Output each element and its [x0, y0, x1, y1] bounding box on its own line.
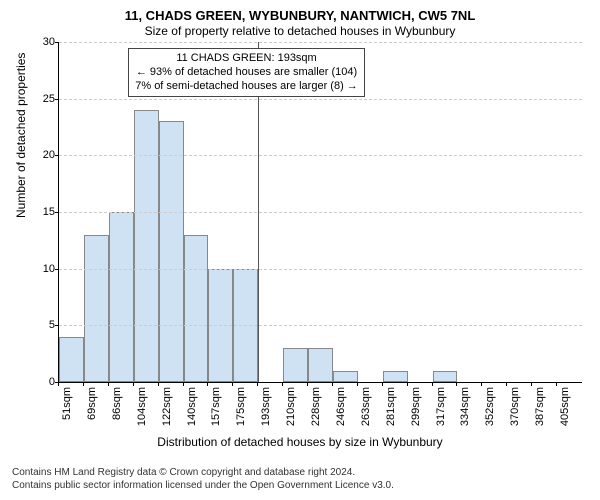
annotation-line1: 11 CHADS GREEN: 193sqm — [135, 52, 358, 66]
x-tick-mark — [232, 382, 233, 386]
grid-line — [59, 155, 582, 156]
histogram-bar — [134, 110, 159, 382]
x-tick-mark — [332, 382, 333, 386]
histogram-bar — [184, 235, 209, 382]
x-tick-label: 69sqm — [86, 387, 98, 420]
y-tick-label: 10 — [31, 263, 55, 275]
x-tick-label: 405sqm — [559, 387, 571, 426]
x-tick-label: 51sqm — [61, 387, 73, 420]
x-tick-label: 210sqm — [285, 387, 297, 426]
x-tick-label: 281sqm — [385, 387, 397, 426]
x-tick-mark — [58, 382, 59, 386]
histogram-bar — [333, 371, 358, 382]
annotation-line3: 7% of semi-detached houses are larger (8… — [135, 80, 358, 94]
x-tick-label: 334sqm — [459, 387, 471, 426]
plot-area: 11 CHADS GREEN: 193sqm ← 93% of detached… — [58, 42, 582, 383]
y-tick-mark — [55, 42, 59, 43]
y-tick-label: 20 — [31, 149, 55, 161]
annotation-box: 11 CHADS GREEN: 193sqm ← 93% of detached… — [128, 48, 365, 97]
x-tick-label: 228sqm — [310, 387, 322, 426]
x-tick-mark — [357, 382, 358, 386]
histogram-bar — [109, 212, 134, 382]
grid-line — [59, 325, 582, 326]
y-tick-mark — [55, 269, 59, 270]
y-tick-label: 5 — [31, 319, 55, 331]
x-tick-label: 352sqm — [484, 387, 496, 426]
y-tick-label: 25 — [31, 93, 55, 105]
y-tick-mark — [55, 325, 59, 326]
annotation-line2: ← 93% of detached houses are smaller (10… — [135, 66, 358, 80]
x-tick-label: 299sqm — [410, 387, 422, 426]
x-tick-label: 104sqm — [136, 387, 148, 426]
x-tick-mark — [481, 382, 482, 386]
grid-line — [59, 99, 582, 100]
x-tick-label: 263sqm — [360, 387, 372, 426]
x-tick-label: 387sqm — [534, 387, 546, 426]
x-tick-mark — [531, 382, 532, 386]
y-tick-label: 0 — [31, 376, 55, 388]
x-ticks-group: 51sqm 69sqm 86sqm 104sqm 122sqm 140sqm 157sqm 1… — [58, 383, 582, 433]
x-tick-mark — [506, 382, 507, 386]
y-tick-label: 15 — [31, 206, 55, 218]
x-tick-mark — [257, 382, 258, 386]
x-tick-label: 175sqm — [235, 387, 247, 426]
x-tick-label: 370sqm — [509, 387, 521, 426]
grid-line — [59, 212, 582, 213]
y-tick-label: 30 — [31, 36, 55, 48]
x-tick-mark — [432, 382, 433, 386]
x-tick-label: 157sqm — [210, 387, 222, 426]
footer-line2: Contains public sector information licen… — [12, 480, 394, 493]
y-axis-label: Number of detached properties — [14, 53, 28, 218]
x-tick-mark — [556, 382, 557, 386]
chart-title-main: 11, CHADS GREEN, WYBUNBURY, NANTWICH, CW… — [8, 8, 592, 23]
y-tick-mark — [55, 212, 59, 213]
grid-line — [59, 269, 582, 270]
histogram-bar — [84, 235, 109, 382]
y-tick-mark — [55, 155, 59, 156]
x-tick-label: 122sqm — [161, 387, 173, 426]
x-tick-label: 140sqm — [186, 387, 198, 426]
x-tick-mark — [133, 382, 134, 386]
x-tick-label: 193sqm — [260, 387, 272, 426]
histogram-bar — [308, 348, 333, 382]
grid-line — [59, 42, 582, 43]
x-tick-mark — [407, 382, 408, 386]
histogram-bar — [433, 371, 458, 382]
footer-text: Contains HM Land Registry data © Crown c… — [12, 467, 394, 492]
y-tick-mark — [55, 99, 59, 100]
chart-root: 11, CHADS GREEN, WYBUNBURY, NANTWICH, CW… — [8, 8, 592, 492]
x-tick-label: 246sqm — [335, 387, 347, 426]
x-axis-label: Distribution of detached houses by size … — [8, 435, 592, 449]
x-tick-mark — [307, 382, 308, 386]
histogram-bar — [59, 337, 84, 382]
x-tick-mark — [282, 382, 283, 386]
histogram-bar — [383, 371, 408, 382]
x-tick-mark — [83, 382, 84, 386]
x-tick-mark — [183, 382, 184, 386]
x-tick-mark — [207, 382, 208, 386]
chart-title-sub: Size of property relative to detached ho… — [8, 24, 592, 38]
x-tick-label: 317sqm — [435, 387, 447, 426]
footer-line1: Contains HM Land Registry data © Crown c… — [12, 467, 394, 480]
x-tick-mark — [382, 382, 383, 386]
x-tick-label: 86sqm — [111, 387, 123, 420]
x-tick-mark — [108, 382, 109, 386]
x-tick-mark — [158, 382, 159, 386]
histogram-bar — [159, 121, 184, 382]
x-tick-mark — [456, 382, 457, 386]
histogram-bar — [283, 348, 308, 382]
